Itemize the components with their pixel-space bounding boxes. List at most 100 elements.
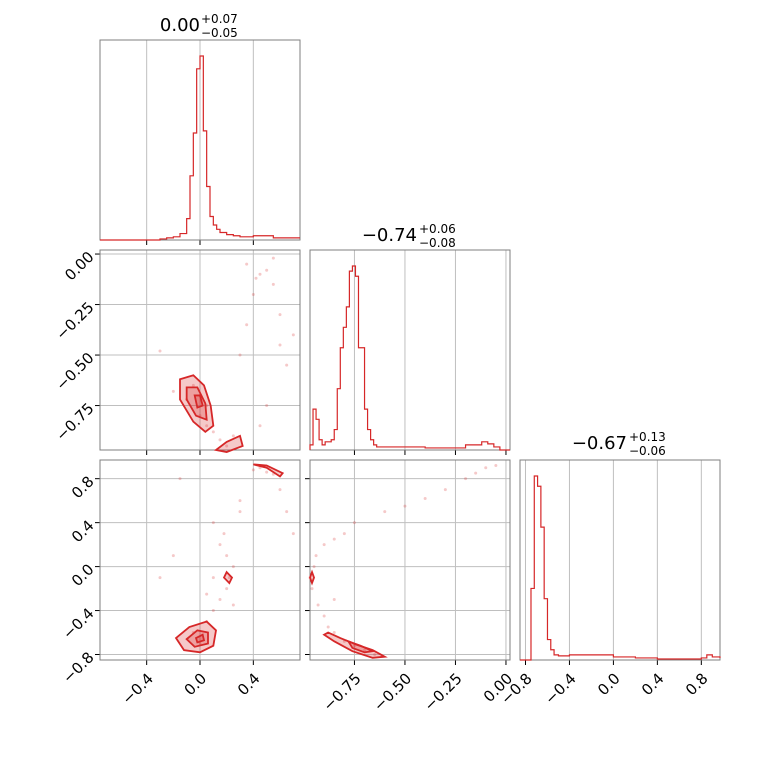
panel-1-0: −0.75 −0.50 −0.25 0.00 (52, 248, 301, 455)
scatter-point (326, 625, 330, 629)
tick-label-x: 0.4 (638, 670, 668, 700)
scatter-point (205, 592, 209, 596)
scatter-point (332, 631, 336, 635)
scatter-point (251, 468, 255, 472)
scatter-point (423, 496, 427, 500)
scatter-point (218, 543, 222, 547)
scatter-point (218, 598, 222, 602)
tick-label-x: 0.0 (594, 670, 624, 700)
scatter-point (205, 424, 209, 428)
scatter-point (278, 488, 282, 492)
contour-level (194, 633, 206, 644)
scatter-point (474, 471, 478, 475)
panel-frame (99, 249, 301, 451)
scatter-point (258, 424, 262, 428)
tick-label-y: 0.00 (61, 248, 97, 284)
scatter-point (373, 653, 377, 657)
contour-level (193, 394, 204, 409)
scatter-point (363, 648, 367, 652)
scatter-point (312, 565, 316, 569)
panel-0-0 (99, 39, 301, 245)
panel-2-1: −0.75 −0.50 −0.25 0.00 (305, 459, 516, 715)
scatter-point (291, 333, 295, 337)
tick-label-x: 0.0 (181, 670, 211, 700)
scatter-point (238, 510, 242, 514)
panel-2-2: −0.8 −0.4 0.0 0.4 0.8 (497, 459, 721, 708)
scatter-point (352, 521, 356, 525)
scatter-point (271, 256, 275, 260)
tick-label-y: 0.8 (68, 472, 98, 502)
scatter-point (231, 434, 235, 438)
title-param-1: −0.74 +0.06 −0.08 (362, 222, 456, 250)
tick-label-y: −0.25 (52, 298, 97, 343)
scatter-point (342, 532, 346, 536)
scatter-point (278, 343, 282, 347)
contour-level (309, 569, 315, 586)
tick-label-y: 0.0 (68, 560, 98, 590)
panel-frame (309, 459, 511, 661)
scatter-point (265, 268, 269, 272)
scatter-point (211, 576, 215, 580)
title-0-value: 0.00 (160, 15, 200, 36)
scatter-point (158, 349, 162, 353)
scatter-point (271, 282, 275, 286)
histogram-step-line (520, 475, 721, 661)
panel-1-1 (309, 249, 511, 455)
scatter-point (254, 276, 258, 280)
scatter-point (191, 383, 195, 387)
scatter-point (178, 477, 182, 481)
tick-label-y: −0.50 (52, 349, 97, 394)
scatter-point (383, 510, 387, 514)
title-param-2: −0.67 +0.13 −0.06 (572, 430, 666, 458)
tick-label-x: 0.4 (234, 670, 264, 700)
tick-label-x: −0.50 (370, 670, 415, 715)
tick-label-y: −0.8 (59, 648, 97, 686)
scatter-point (314, 554, 318, 558)
scatter-point (225, 587, 229, 591)
title-1-plus: +0.06 (419, 222, 456, 236)
scatter-point (251, 292, 255, 296)
panel-frame (519, 459, 721, 661)
scatter-point (464, 477, 468, 481)
panel-frame (99, 459, 301, 661)
scatter-point (322, 614, 326, 618)
scatter-point (332, 537, 336, 541)
scatter-point (291, 532, 295, 536)
scatter-point (285, 510, 289, 514)
title-2-value: −0.67 (572, 433, 627, 454)
scatter-point (494, 463, 498, 467)
scatter-point (484, 466, 488, 470)
scatter-point (403, 504, 407, 508)
panel-2-0: −0.4 0.0 0.4 −0.8 −0.4 0.0 0.4 0.8 (59, 459, 301, 708)
tick-label-y: −0.75 (52, 399, 97, 444)
tick-label-y: 0.4 (68, 516, 98, 546)
title-0-minus: −0.05 (201, 26, 238, 40)
histogram-step-line (309, 265, 510, 451)
scatter-point (443, 488, 447, 492)
scatter-point (171, 389, 175, 393)
title-param-0: 0.00 +0.07 −0.05 (160, 12, 238, 40)
tick-label-x: −0.75 (319, 670, 364, 715)
scatter-point (238, 499, 242, 503)
panel-frame (99, 39, 301, 241)
scatter-point (171, 554, 175, 558)
tick-label-x: 0.8 (682, 670, 712, 700)
title-2-plus: +0.13 (629, 430, 666, 444)
scatter-point (211, 521, 215, 525)
contour-level (253, 463, 285, 478)
panel-frame (309, 249, 511, 451)
scatter-point (278, 313, 282, 317)
scatter-point (285, 363, 289, 367)
scatter-point (238, 353, 242, 357)
scatter-point (245, 262, 249, 266)
tick-label-x: −0.25 (420, 670, 465, 715)
scatter-point (211, 609, 215, 613)
scatter-point (332, 598, 336, 602)
scatter-point (258, 272, 262, 276)
scatter-point (218, 438, 222, 442)
scatter-point (225, 444, 229, 448)
tick-label-x: −0.4 (118, 670, 156, 708)
scatter-point (316, 603, 320, 607)
scatter-point (265, 470, 269, 474)
